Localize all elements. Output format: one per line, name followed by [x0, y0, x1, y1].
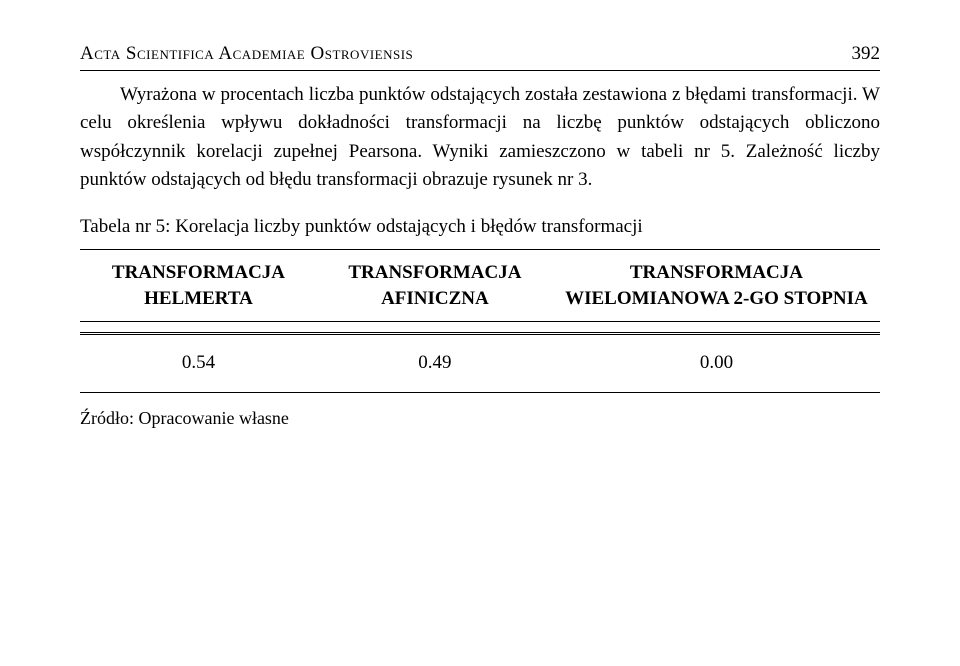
table-divider	[80, 322, 880, 334]
table-row: 0.54 0.49 0.00	[80, 334, 880, 393]
col-header: TRANSFORMACJA WIELOMIANOWA 2-GO STOPNIA	[553, 250, 880, 322]
correlation-table: TRANSFORMACJA HELMERTA TRANSFORMACJA AFI…	[80, 249, 880, 393]
journal-title: Acta Scientifica Academiae Ostroviensis	[80, 40, 413, 69]
page-header: Acta Scientifica Academiae Ostroviensis …	[80, 40, 880, 71]
table-cell: 0.00	[553, 334, 880, 393]
page-number: 392	[852, 40, 881, 69]
col-header-text: TRANSFORMACJA HELMERTA	[86, 260, 311, 311]
table-header-row: TRANSFORMACJA HELMERTA TRANSFORMACJA AFI…	[80, 250, 880, 322]
table-caption: Tabela nr 5: Korelacja liczby punktów od…	[80, 213, 880, 242]
table-cell: 0.49	[317, 334, 553, 393]
col-header-text: TRANSFORMACJA AFINICZNA	[323, 260, 547, 311]
table-cell: 0.54	[80, 334, 317, 393]
col-header: TRANSFORMACJA AFINICZNA	[317, 250, 553, 322]
table-source: Źródło: Opracowanie własne	[80, 405, 880, 432]
col-header: TRANSFORMACJA HELMERTA	[80, 250, 317, 322]
col-header-text: TRANSFORMACJA WIELOMIANOWA 2-GO STOPNIA	[559, 260, 874, 311]
body-paragraph: Wyrażona w procentach liczba punktów ods…	[80, 81, 880, 195]
